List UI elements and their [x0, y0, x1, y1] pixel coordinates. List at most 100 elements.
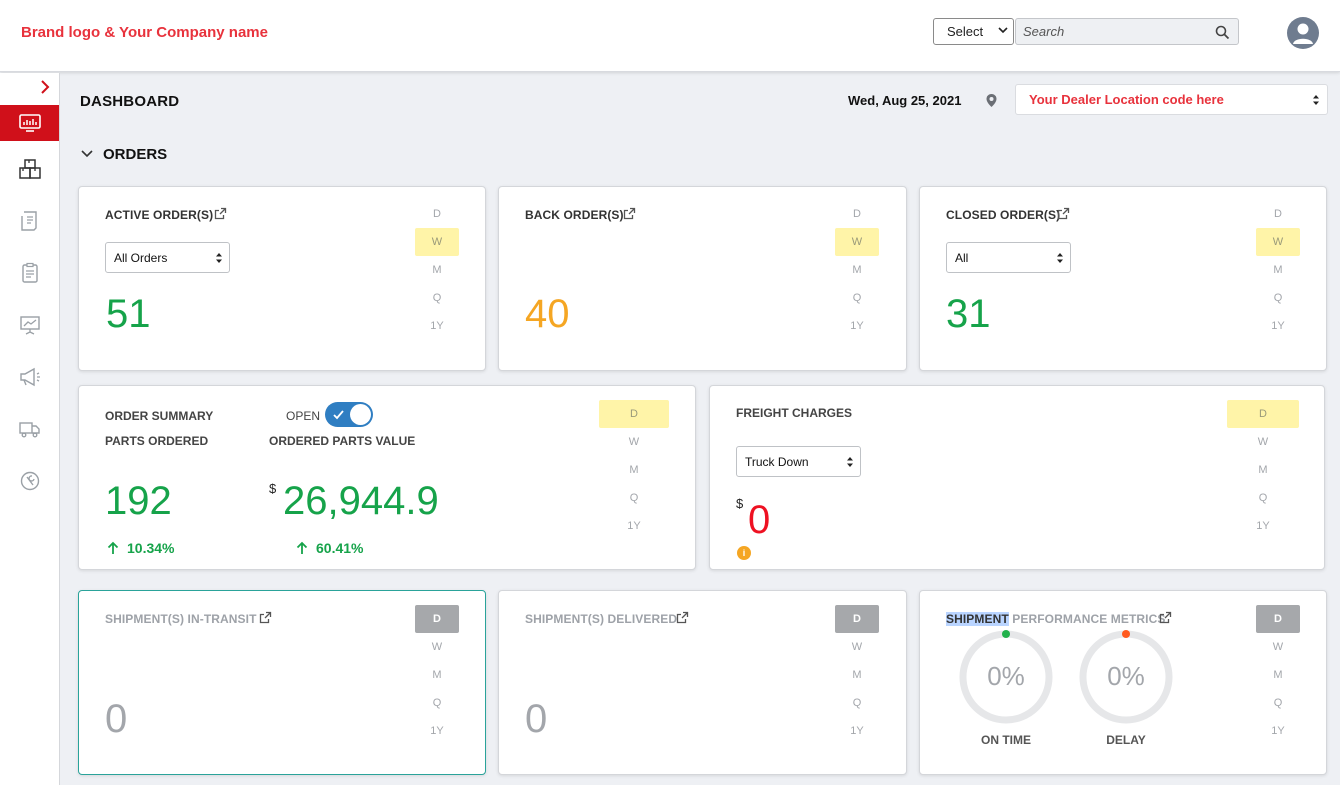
sidebar-item-inventory[interactable] [0, 151, 59, 187]
period-option-q[interactable]: Q [852, 292, 862, 304]
period-option-d[interactable]: D [433, 208, 441, 220]
external-link-icon[interactable] [623, 207, 636, 220]
period-option-m[interactable]: M [432, 264, 442, 276]
period-option-w[interactable]: W [1272, 641, 1284, 653]
user-icon [1293, 23, 1313, 44]
external-link-icon[interactable] [1159, 611, 1172, 624]
period-option-w[interactable]: W [1257, 436, 1269, 448]
external-link-icon[interactable] [1057, 207, 1070, 220]
period-option-w[interactable]: W [431, 641, 443, 653]
period-option-q[interactable]: Q [1258, 492, 1268, 504]
period-option-1y[interactable]: 1Y [430, 320, 444, 332]
freight-charges-card: FREIGHT CHARGES Truck Down $ 0 i D W M Q 1Y [709, 385, 1325, 570]
delay-gauge [1079, 630, 1173, 724]
period-option-q[interactable]: Q [432, 292, 442, 304]
period-option-m[interactable]: M [1258, 464, 1268, 476]
location-pin-icon [986, 94, 997, 107]
sidebar-item-checklist[interactable] [0, 255, 59, 291]
receipt-icon [20, 211, 37, 231]
period-option-d[interactable]: D [1256, 605, 1300, 633]
freight-charges-value: 0 [748, 498, 771, 542]
external-link-icon[interactable] [259, 611, 272, 624]
support-wrench-icon [20, 471, 39, 491]
period-option-d[interactable]: D [599, 400, 669, 428]
search-input[interactable]: Search [1015, 18, 1239, 45]
period-selector: D W M Q 1Y [835, 200, 879, 340]
sidebar-item-invoices[interactable] [0, 203, 59, 239]
section-collapse-chevron-icon[interactable] [80, 148, 94, 160]
period-option-w[interactable]: W [415, 228, 459, 256]
active-orders-count: 51 [106, 292, 151, 336]
section-title-orders[interactable]: ORDERS [103, 146, 168, 163]
period-option-q[interactable]: Q [1273, 292, 1283, 304]
open-toggle-switch[interactable] [325, 402, 373, 427]
period-option-d[interactable]: D [1274, 208, 1282, 220]
period-option-q[interactable]: Q [629, 492, 639, 504]
delay-label: DELAY [1106, 733, 1146, 747]
period-option-q[interactable]: Q [1273, 697, 1283, 709]
period-option-q[interactable]: Q [852, 697, 862, 709]
external-link-icon[interactable] [214, 207, 227, 220]
monitor-dashboard-icon [18, 114, 41, 132]
sidebar-item-reports[interactable] [0, 307, 59, 343]
external-link-icon[interactable] [676, 611, 689, 624]
period-option-w[interactable]: W [835, 228, 879, 256]
period-selector: D W M Q 1Y [415, 605, 459, 745]
closed-filter-select[interactable]: All [946, 242, 1071, 273]
header-select[interactable]: Select [933, 18, 1014, 45]
period-option-m[interactable]: M [1273, 264, 1283, 276]
period-option-1y[interactable]: 1Y [1271, 320, 1285, 332]
select-spinner-icon [216, 253, 222, 263]
order-filter-select[interactable]: All Orders [105, 242, 230, 273]
arrow-up-icon [296, 541, 308, 554]
freight-filter-select[interactable]: Truck Down [736, 446, 861, 477]
delay-indicator-dot [1122, 630, 1130, 638]
period-selector: D W M Q 1Y [1256, 605, 1300, 745]
period-option-w[interactable]: W [1256, 228, 1300, 256]
period-option-d[interactable]: D [1227, 400, 1299, 428]
back-orders-count: 40 [525, 292, 570, 336]
period-selector: D W M Q 1Y [835, 605, 879, 745]
sidebar-item-marketing[interactable] [0, 359, 59, 395]
info-icon[interactable]: i [737, 546, 751, 560]
closed-filter-value: All [955, 251, 969, 265]
sidebar-item-dashboard[interactable] [0, 105, 59, 141]
period-option-d[interactable]: D [415, 605, 459, 633]
period-option-m[interactable]: M [1273, 669, 1283, 681]
select-spinner-icon [847, 457, 853, 467]
period-option-1y[interactable]: 1Y [850, 725, 864, 737]
period-option-w[interactable]: W [628, 436, 640, 448]
period-option-1y[interactable]: 1Y [1256, 520, 1270, 532]
sidebar-item-shipments[interactable] [0, 411, 59, 447]
card-title: CLOSED ORDER(S) [946, 208, 1061, 222]
period-option-m[interactable]: M [852, 264, 862, 276]
shipment-performance-card: SHIPMENT PERFORMANCE METRICS 0% ON TIME … [919, 590, 1327, 775]
period-option-1y[interactable]: 1Y [1271, 725, 1285, 737]
period-option-1y[interactable]: 1Y [850, 320, 864, 332]
on-time-indicator-dot [1002, 630, 1010, 638]
shipments-delivered-card: SHIPMENT(S) DELIVERED 0 D W M Q 1Y [498, 590, 907, 775]
brand-logo[interactable]: Brand logo & Your Company name [21, 24, 268, 41]
period-option-d[interactable]: D [853, 208, 861, 220]
period-option-m[interactable]: M [432, 669, 442, 681]
sidebar-expand-chevron-icon[interactable] [38, 79, 52, 95]
freight-filter-value: Truck Down [745, 455, 809, 469]
presentation-chart-icon [19, 316, 40, 335]
search-icon[interactable] [1215, 25, 1230, 40]
on-time-percent: 0% [987, 661, 1025, 691]
top-header: Brand logo & Your Company name Select Se… [0, 0, 1340, 72]
period-option-1y[interactable]: 1Y [627, 520, 641, 532]
period-option-1y[interactable]: 1Y [430, 725, 444, 737]
period-option-m[interactable]: M [852, 669, 862, 681]
sidebar-item-service[interactable] [0, 463, 59, 499]
dealer-location-select[interactable]: Your Dealer Location code here [1015, 84, 1328, 115]
current-date: Wed, Aug 25, 2021 [848, 93, 962, 108]
period-option-w[interactable]: W [851, 641, 863, 653]
user-avatar[interactable] [1287, 17, 1319, 49]
period-option-m[interactable]: M [629, 464, 639, 476]
back-orders-card: BACK ORDER(S) 40 D W M Q 1Y [498, 186, 907, 371]
period-option-q[interactable]: Q [432, 697, 442, 709]
active-orders-card: ACTIVE ORDER(S) All Orders 51 D W M Q 1Y [78, 186, 486, 371]
period-option-d[interactable]: D [835, 605, 879, 633]
ordered-parts-amount: 26,944.9 [283, 479, 439, 523]
